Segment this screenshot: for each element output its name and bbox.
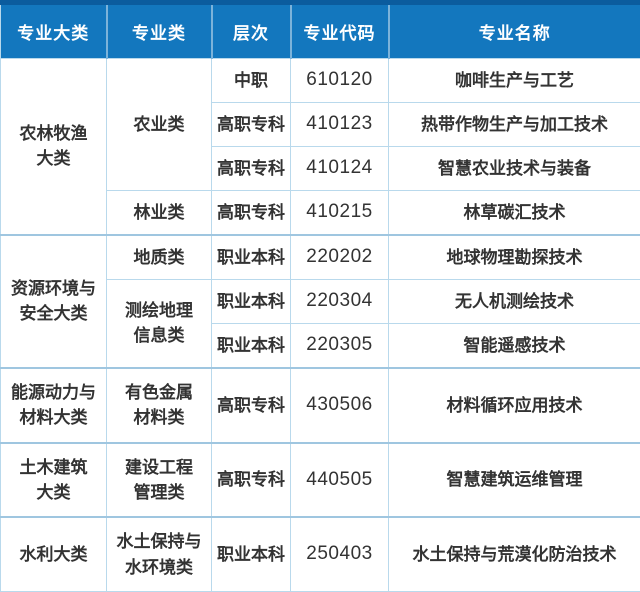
cell-level: 职业本科: [211, 278, 291, 324]
cell-name: 智能遥感技术: [388, 322, 640, 369]
cell-code: 410124: [290, 145, 389, 191]
cell-category: 测绘地理 信息类: [106, 278, 212, 369]
cell-category: 建设工程 管理类: [106, 441, 212, 518]
cell-level: 高职专科: [211, 366, 291, 444]
cell-code: 220202: [290, 233, 389, 280]
cell-name: 林草碳汇技术: [388, 189, 640, 236]
table-row: 资源环境与 安全大类 地质类 职业本科 220202 地球物理勘探技术: [0, 233, 640, 369]
cell-major-category: 农林牧渔 大类: [0, 57, 107, 236]
cell-name: 水土保持与荒漠化防治技术: [388, 516, 640, 592]
cell-name: 热带作物生产与加工技术: [388, 101, 640, 147]
cell-level: 中职: [211, 58, 291, 103]
cell-name: 无人机测绘技术: [388, 278, 640, 324]
cell-level: 高职专科: [211, 145, 291, 191]
cell-category: 农业类: [106, 58, 212, 191]
cell-code: 610120: [290, 58, 389, 103]
cell-name: 咖啡生产与工艺: [388, 58, 640, 103]
header-row: 专业大类 专业类 层次 专业代码 专业名称: [0, 0, 640, 59]
table-row: 土木建筑 大类 建设工程 管理类 高职专科 440505 智慧建筑运维管理: [0, 441, 640, 518]
cell-major-category: 水利大类: [0, 516, 107, 592]
table-row: 农林牧渔 大类 农业类 中职 610120 咖啡生产与工艺: [0, 57, 640, 236]
header-major-category: 专业大类: [0, 0, 108, 59]
header-level: 层次: [211, 0, 292, 59]
table-row: 水利大类 水土保持与 水环境类 职业本科 250403 水土保持与荒漠化防治技术: [0, 516, 640, 592]
cell-level: 职业本科: [211, 233, 291, 280]
cell-major-category: 土木建筑 大类: [0, 441, 107, 518]
table-body: 农林牧渔 大类 农业类 中职 610120 咖啡生产与工艺 高职专科 410123 热带作物生…: [0, 57, 640, 592]
cell-level: 高职专科: [211, 189, 291, 236]
table-row: 林业类 高职专科 410215 林草碳汇技术: [1, 189, 640, 236]
cell-code: 410215: [290, 189, 389, 236]
cell-code: 220304: [290, 278, 389, 324]
table-row: 能源动力与 材料大类 有色金属 材料类 高职专科 430506 材料循环应用技术: [0, 366, 640, 444]
cell-name: 智慧建筑运维管理: [388, 441, 640, 518]
cell-level: 高职专科: [211, 441, 291, 518]
table-header: 专业大类 专业类 层次 专业代码 专业名称: [0, 0, 640, 59]
cell-major-category: 资源环境与 安全大类: [0, 233, 107, 369]
cell-category: 水土保持与 水环境类: [106, 516, 212, 592]
table-row: 高职专科 410123 热带作物生产与加工技术: [1, 101, 640, 147]
cell-level: 职业本科: [211, 516, 291, 592]
cell-code: 220305: [290, 322, 389, 369]
cell-level: 职业本科: [211, 322, 291, 369]
header-code: 专业代码: [290, 0, 390, 59]
cell-code: 410123: [290, 101, 389, 147]
cell-level: 高职专科: [211, 101, 291, 147]
cell-category: 林业类: [106, 189, 212, 236]
cell-major-category: 能源动力与 材料大类: [0, 366, 107, 444]
cell-category: 有色金属 材料类: [106, 366, 212, 444]
cell-name: 智慧农业技术与装备: [388, 145, 640, 191]
cell-code: 430506: [290, 366, 389, 444]
cell-name: 材料循环应用技术: [388, 366, 640, 444]
header-category: 专业类: [106, 0, 213, 59]
cell-code: 250403: [290, 516, 389, 592]
cell-code: 440505: [290, 441, 389, 518]
cell-name: 地球物理勘探技术: [388, 233, 640, 280]
table-row: 高职专科 410124 智慧农业技术与装备: [1, 145, 640, 191]
header-name: 专业名称: [388, 0, 640, 59]
cell-category: 地质类: [106, 233, 212, 280]
table-row: 职业本科 220305 智能遥感技术: [1, 322, 640, 369]
table-row: 测绘地理 信息类 职业本科 220304 无人机测绘技术: [1, 278, 640, 369]
